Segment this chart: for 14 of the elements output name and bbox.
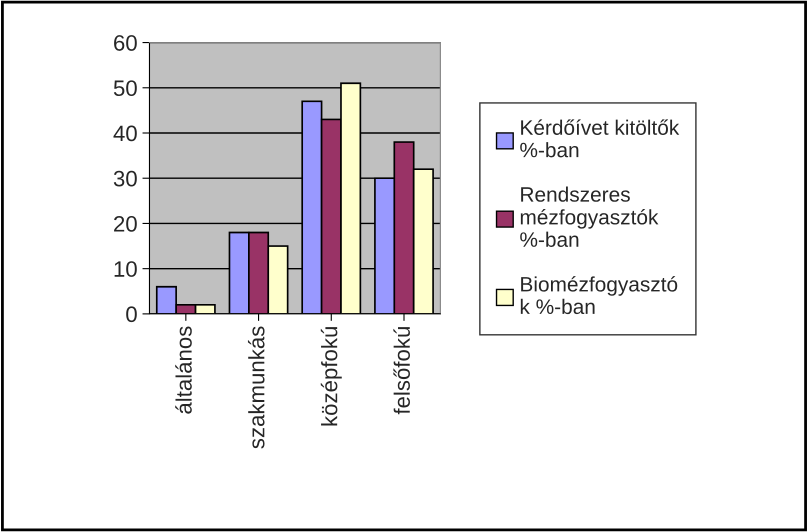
y-tick-label: 0: [126, 306, 137, 322]
y-tick-label: 30: [114, 170, 137, 186]
legend-label: Kérdőívet kitöltők %-ban: [520, 119, 680, 158]
y-tick-label: 60: [114, 35, 137, 51]
y-tick-label: 20: [114, 216, 137, 232]
x-tick-label: középfokú: [320, 327, 342, 426]
y-tick-label: 40: [113, 126, 137, 142]
legend-label: Rendszeres mézfogyasztók %-ban: [520, 186, 658, 247]
x-tick-label: szakmunkás: [248, 326, 265, 449]
y-tick-label: 50: [114, 80, 137, 96]
legend-label: Biomézfogyasztó k %-ban: [520, 276, 678, 314]
y-tick-label: 10: [114, 261, 137, 277]
x-tick-label: felsőfokú: [393, 327, 410, 414]
x-tick-label: általános: [175, 326, 192, 414]
